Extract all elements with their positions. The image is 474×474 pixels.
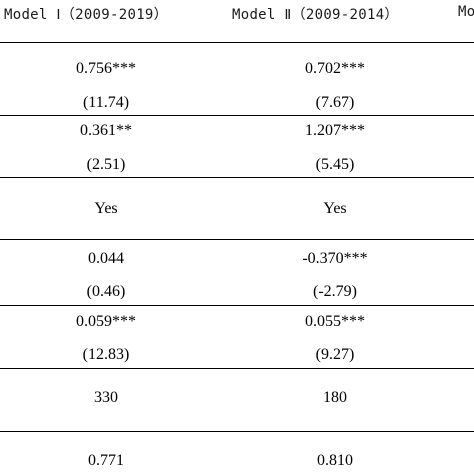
table-cell: (-2.79) — [313, 283, 357, 300]
table-cell: 0.059*** — [76, 313, 136, 330]
row-divider — [0, 431, 474, 432]
row-divider — [0, 177, 474, 178]
table-cell: -0.370*** — [302, 250, 368, 267]
row-divider — [0, 305, 474, 306]
table-cell: (5.45) — [315, 156, 355, 173]
table-cell: Yes — [323, 200, 347, 217]
table-cell: Yes — [94, 200, 118, 217]
table-cell: 1.207*** — [305, 122, 365, 139]
table-cell: (12.83) — [82, 346, 130, 363]
table-cell: 0.810 — [317, 452, 353, 469]
table-header-row: Model Ⅰ（2009-2019） Model Ⅱ（2009-2014） Mo — [0, 0, 474, 34]
column-header-model-2: Model Ⅱ（2009-2014） — [232, 7, 399, 23]
table-cell: 0.055*** — [305, 313, 365, 330]
row-divider — [0, 239, 474, 240]
row-divider — [0, 368, 474, 369]
column-header-model-1: Model Ⅰ（2009-2019） — [4, 7, 168, 23]
table-cell: (9.27) — [315, 346, 355, 363]
header-rule — [0, 42, 474, 43]
table-cell: 180 — [323, 389, 347, 406]
table-cell: 0.702*** — [305, 60, 365, 77]
column-header-model-3: Mo — [458, 4, 474, 20]
table-cell: (7.67) — [315, 94, 355, 111]
table-cell: (11.74) — [82, 94, 130, 111]
table-cell: 330 — [94, 389, 118, 406]
table-cell: 0.044 — [88, 250, 124, 267]
table-cell: 0.771 — [88, 452, 124, 469]
row-divider — [0, 115, 474, 116]
table-cell: 0.361** — [80, 122, 132, 139]
table-cell: (2.51) — [86, 156, 126, 173]
table-cell: 0.756*** — [76, 60, 136, 77]
table-cell: (0.46) — [86, 283, 126, 300]
